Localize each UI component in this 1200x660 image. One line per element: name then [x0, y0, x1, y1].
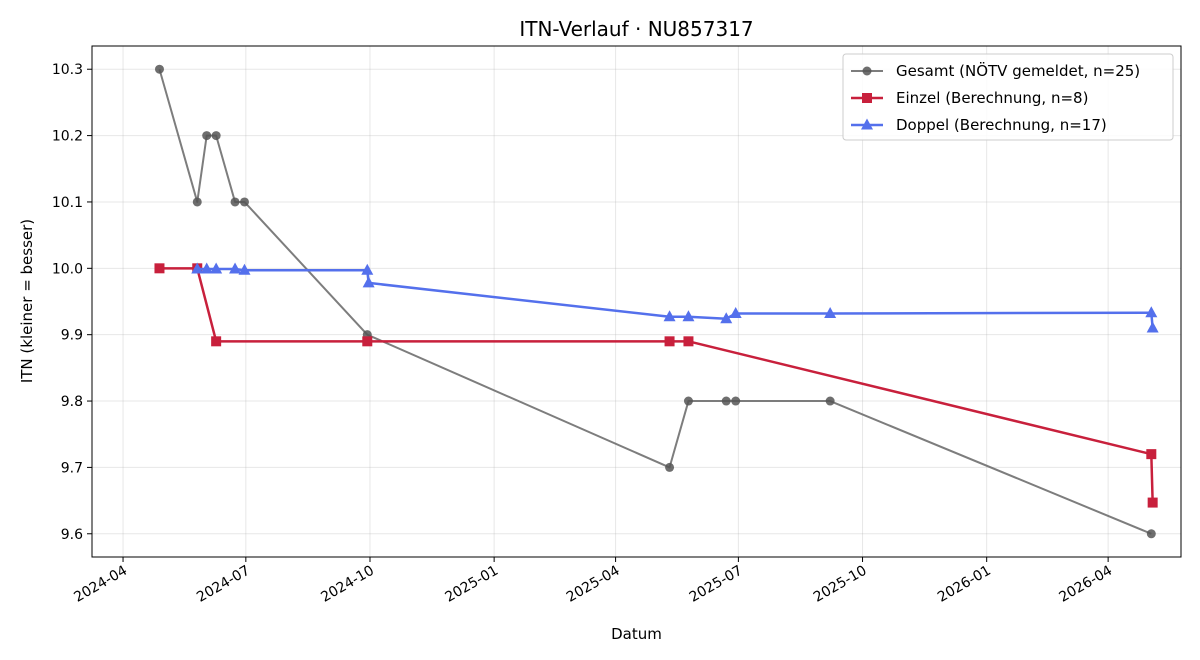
data-point-gesamt — [731, 396, 741, 406]
data-point-doppel — [191, 262, 204, 274]
data-point-gesamt — [202, 131, 212, 141]
data-point-doppel — [361, 263, 374, 275]
legend-marker — [862, 66, 872, 76]
series-gesamt — [154, 64, 1156, 539]
y-tick-label: 10.0 — [52, 261, 83, 277]
x-tick-label: 2026-04 — [1056, 563, 1115, 606]
legend-item: Doppel (Berechnung, n=17) — [851, 116, 1107, 134]
x-axis-label: Datum — [611, 625, 662, 643]
data-point-gesamt — [239, 197, 249, 207]
y-tick-label: 9.8 — [61, 394, 83, 410]
y-axis-label: ITN (kleiner = besser) — [18, 219, 36, 383]
x-tick-label: 2025-07 — [687, 563, 746, 606]
legend-item: Einzel (Berechnung, n=8) — [851, 89, 1088, 107]
data-point-gesamt — [211, 131, 221, 141]
data-point-doppel — [1145, 306, 1158, 318]
series-layer — [154, 64, 1159, 539]
y-tick-label: 9.7 — [61, 460, 83, 476]
y-axis: 9.6 9.7 9.8 9.9 10.0 10.1 10.2 10.3 — [52, 62, 92, 543]
data-point-gesamt — [683, 396, 693, 406]
y-tick-label: 10.1 — [52, 195, 83, 211]
data-point-gesamt — [825, 396, 835, 406]
data-point-doppel — [1146, 321, 1159, 333]
data-point-gesamt — [192, 197, 202, 207]
legend-marker — [862, 93, 872, 103]
data-point-einzel — [362, 336, 373, 347]
x-axis: 2024-04 2024-07 2024-10 2025-01 2025-04 2025-… — [71, 557, 1115, 606]
data-point-doppel — [663, 310, 676, 322]
chart-title: ITN-Verlauf · NU857317 — [519, 17, 753, 41]
y-tick-label: 10.2 — [52, 129, 83, 145]
x-tick-label: 2026-01 — [935, 563, 994, 606]
x-tick-label: 2024-07 — [194, 563, 253, 606]
data-point-gesamt — [154, 64, 164, 74]
data-point-doppel — [238, 263, 251, 275]
data-point-doppel — [210, 262, 223, 274]
x-tick-label: 2024-04 — [71, 563, 130, 606]
data-point-einzel — [154, 263, 165, 274]
series-doppel — [191, 262, 1159, 333]
x-tick-label: 2025-01 — [442, 563, 501, 606]
data-point-gesamt — [230, 197, 240, 207]
data-point-einzel — [1146, 449, 1157, 460]
legend-marker — [861, 118, 873, 130]
data-point-doppel — [200, 262, 213, 274]
data-point-gesamt — [665, 462, 675, 472]
y-tick-label: 10.3 — [52, 62, 83, 78]
data-point-doppel — [362, 276, 375, 288]
data-point-gesamt — [721, 396, 731, 406]
legend-item: Gesamt (NÖTV gemeldet, n=25) — [851, 61, 1140, 80]
legend: Gesamt (NÖTV gemeldet, n=25) Einzel (Bere… — [842, 53, 1174, 141]
legend-label: Doppel (Berechnung, n=17) — [896, 116, 1107, 134]
legend-label: Gesamt (NÖTV gemeldet, n=25) — [896, 61, 1140, 80]
series-line-doppel — [197, 267, 1154, 329]
data-point-doppel — [229, 262, 242, 274]
y-tick-label: 9.9 — [61, 328, 83, 344]
data-point-doppel — [682, 310, 695, 322]
data-point-einzel — [1147, 497, 1158, 508]
y-tick-label: 9.6 — [61, 527, 83, 543]
x-tick-label: 2025-04 — [564, 563, 623, 606]
data-point-doppel — [729, 306, 742, 318]
legend-frame — [842, 53, 1174, 141]
data-point-einzel — [683, 336, 694, 347]
data-point-einzel — [664, 336, 675, 347]
legend-label: Einzel (Berechnung, n=8) — [896, 89, 1088, 107]
data-point-doppel — [720, 312, 733, 324]
data-point-doppel — [824, 306, 837, 318]
x-tick-label: 2025-10 — [811, 563, 870, 606]
grid-layer — [92, 46, 1181, 557]
series-einzel — [154, 263, 1158, 508]
data-point-gesamt — [1146, 529, 1156, 539]
data-point-einzel — [211, 336, 222, 347]
x-tick-label: 2024-10 — [318, 563, 377, 606]
series-line-einzel — [159, 267, 1154, 503]
plot-frame — [91, 45, 1182, 558]
